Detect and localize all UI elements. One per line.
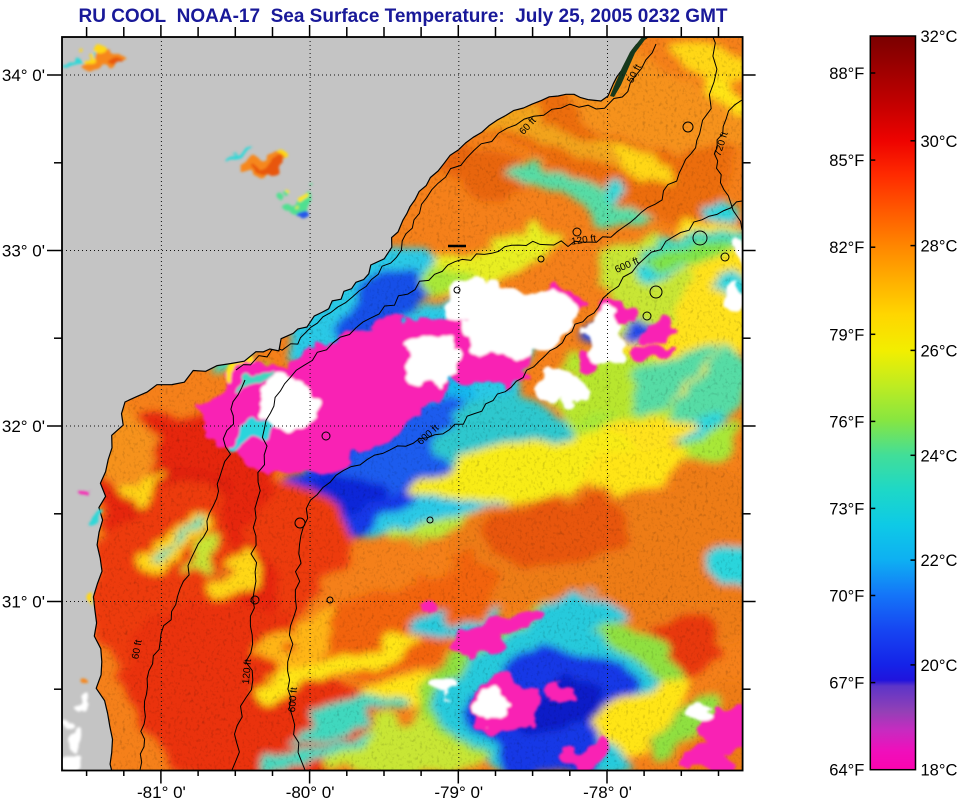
svg-text:60 ft: 60 ft xyxy=(130,639,144,660)
svg-text:-80° 0': -80° 0' xyxy=(286,783,335,801)
svg-text:34° 0': 34° 0' xyxy=(2,66,45,85)
svg-text:82°F: 82°F xyxy=(829,239,864,257)
svg-text:24°C: 24°C xyxy=(921,447,958,465)
svg-text:79°F: 79°F xyxy=(829,326,864,344)
svg-text:RU COOL NOAA-17 Sea Surface: RU COOL NOAA-17 Sea Surface Temperature:… xyxy=(78,6,727,27)
svg-text:20°C: 20°C xyxy=(921,657,958,675)
svg-text:76°F: 76°F xyxy=(829,413,864,431)
svg-text:18°C: 18°C xyxy=(921,762,958,780)
svg-text:-78° 0': -78° 0' xyxy=(583,783,632,801)
svg-text:30°C: 30°C xyxy=(921,133,958,151)
svg-text:33° 0': 33° 0' xyxy=(2,242,45,261)
svg-text:120 ft: 120 ft xyxy=(570,233,597,247)
svg-text:32° 0': 32° 0' xyxy=(2,417,45,436)
svg-text:85°F: 85°F xyxy=(829,152,864,170)
svg-text:28°C: 28°C xyxy=(921,238,958,256)
svg-text:32°C: 32°C xyxy=(921,28,958,46)
svg-text:22°C: 22°C xyxy=(921,552,958,570)
svg-text:-79° 0': -79° 0' xyxy=(434,783,483,801)
svg-text:120 ft: 120 ft xyxy=(241,659,254,685)
svg-text:70°F: 70°F xyxy=(829,588,864,606)
svg-text:64°F: 64°F xyxy=(829,762,864,780)
svg-text:31° 0': 31° 0' xyxy=(2,593,45,612)
svg-text:88°F: 88°F xyxy=(829,65,864,83)
svg-text:26°C: 26°C xyxy=(921,342,958,360)
svg-text:67°F: 67°F xyxy=(829,675,864,693)
svg-text:73°F: 73°F xyxy=(829,500,864,518)
svg-text:-81° 0': -81° 0' xyxy=(137,783,186,801)
svg-text:600 ft: 600 ft xyxy=(287,687,300,713)
